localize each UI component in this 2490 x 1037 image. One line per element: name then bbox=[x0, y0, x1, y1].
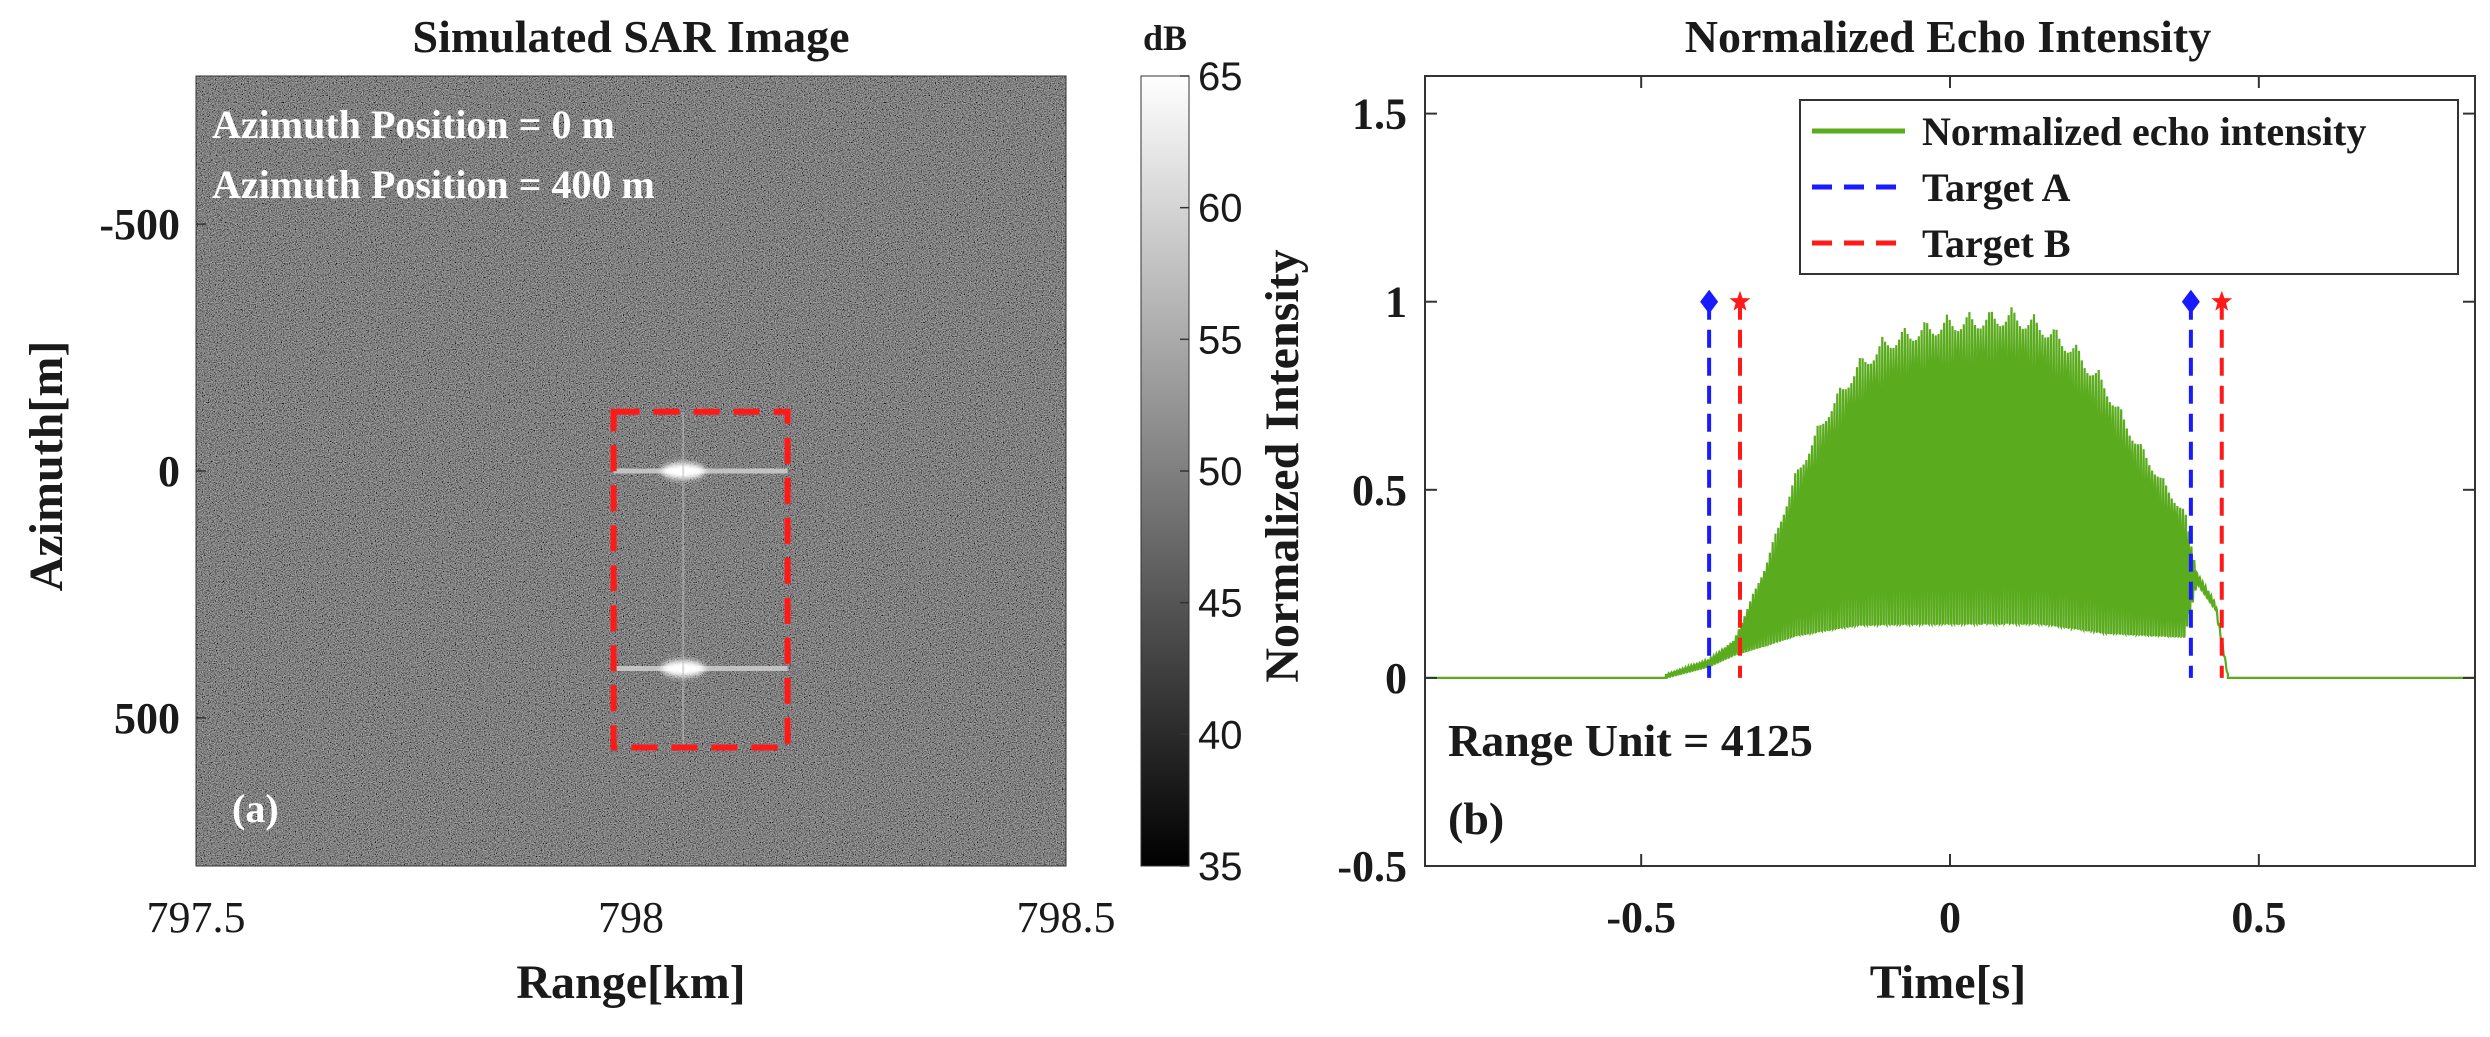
colorbar-tick-label: 45 bbox=[1198, 582, 1243, 626]
target-a-marker bbox=[2181, 289, 2200, 314]
panel-a-xlabel: Range[km] bbox=[516, 956, 745, 1009]
panel-a: Simulated SAR Image Azimuth Position = 0… bbox=[20, 11, 1116, 1009]
panel-a-y-tick-label: 0 bbox=[158, 447, 180, 496]
colorbar-tick-label: 50 bbox=[1198, 450, 1243, 494]
colorbar-tick-label: 35 bbox=[1198, 845, 1243, 889]
colorbar-label: dB bbox=[1143, 18, 1187, 58]
legend-label-target-a: Target A bbox=[1922, 165, 2071, 210]
colorbar-ticks: 35 40 45 50 55 60 65 bbox=[1180, 55, 1243, 889]
colorbar-tick-label: 65 bbox=[1198, 55, 1243, 99]
panel-b-label: (b) bbox=[1448, 793, 1504, 844]
target-a-marker bbox=[1700, 289, 1719, 314]
colorbar: dB 35 40 45 50 55 60 65 bbox=[1140, 18, 1243, 889]
azimuth-annotation-2: Azimuth Position = 400 m bbox=[212, 162, 655, 207]
panel-b-y-tick-label: -0.5 bbox=[1337, 842, 1407, 891]
panel-a-x-tick-label: 798 bbox=[598, 893, 664, 942]
colorbar-tick-label: 55 bbox=[1198, 318, 1243, 362]
colorbar-tick-label: 60 bbox=[1198, 187, 1243, 231]
panel-a-y-tick-label: -500 bbox=[99, 200, 180, 249]
panel-a-y-ticks: -500 0 500 bbox=[99, 200, 206, 743]
echo-intensity-line bbox=[1425, 307, 2475, 679]
panel-a-x-tick-label: 798.5 bbox=[1017, 893, 1116, 942]
panel-b-x-tick-label: -0.5 bbox=[1606, 893, 1676, 942]
azimuth-annotation-1: Azimuth Position = 0 m bbox=[212, 102, 615, 147]
panel-b-x-ticks: -0.5 0 0.5 bbox=[1606, 76, 2286, 942]
panel-b-ylabel: Normalized Intensity bbox=[1256, 249, 1309, 682]
panel-b-x-tick-label: 0.5 bbox=[2231, 893, 2286, 942]
target-lines bbox=[1700, 289, 2233, 678]
panel-b-title: Normalized Echo Intensity bbox=[1685, 11, 2211, 62]
panel-a-x-tick-label: 797.5 bbox=[147, 893, 246, 942]
target-b-marker bbox=[2211, 290, 2233, 311]
panel-b-y-tick-label: 1.5 bbox=[1352, 90, 1407, 139]
colorbar-tick-label: 40 bbox=[1198, 713, 1243, 757]
panel-a-label: (a) bbox=[232, 786, 279, 831]
panel-a-x-ticks: 797.5 798 798.5 bbox=[147, 893, 1116, 942]
target-b-marker bbox=[1729, 290, 1751, 311]
panel-a-ylabel: Azimuth[m] bbox=[20, 341, 73, 592]
panel-b-y-tick-label: 1 bbox=[1385, 278, 1407, 327]
panel-b-y-ticks: -0.5 0 0.5 1 1.5 bbox=[1337, 90, 2475, 891]
panel-b-y-tick-label: 0 bbox=[1385, 654, 1407, 703]
panel-b: Normalized Echo Intensity -0.5 0 0.5 1 1.5 -… bbox=[1256, 11, 2476, 1009]
legend-label-target-b: Target B bbox=[1922, 221, 2071, 266]
panel-b-y-tick-label: 0.5 bbox=[1352, 466, 1407, 515]
panel-a-title: Simulated SAR Image bbox=[412, 11, 849, 62]
legend-box bbox=[1799, 99, 2459, 275]
sar-image bbox=[196, 76, 1066, 866]
sar-targets bbox=[613, 411, 788, 748]
panel-b-x-tick-label: 0 bbox=[1939, 893, 1961, 942]
range-unit-annotation: Range Unit = 4125 bbox=[1448, 715, 1813, 766]
panel-b-xlabel: Time[s] bbox=[1870, 956, 2026, 1009]
target-highlight-box bbox=[610, 408, 791, 751]
legend-label-echo: Normalized echo intensity bbox=[1922, 109, 2366, 154]
panel-a-y-tick-label: 500 bbox=[114, 694, 180, 743]
legend: Normalized echo intensity Target A Targe… bbox=[1799, 99, 2459, 275]
